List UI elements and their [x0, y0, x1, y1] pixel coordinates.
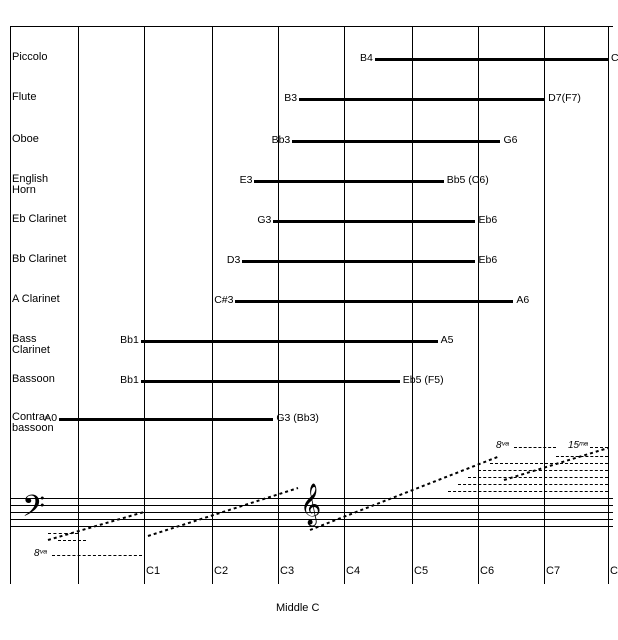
- ledger-line: [48, 533, 78, 534]
- instrument-row: Oboe Bb3 G6: [0, 130, 618, 158]
- range-bar: [235, 300, 513, 303]
- ledger-line: [448, 491, 608, 492]
- low-note-label: A0: [27, 412, 57, 424]
- high-note-label: G3 (Bb3): [276, 412, 319, 424]
- low-note-label: Bb3: [260, 134, 290, 146]
- low-note-label: G3: [241, 214, 271, 226]
- instrument-label: Bassoon: [12, 374, 55, 385]
- high-note-label: Eb6: [479, 254, 498, 266]
- instrument-label: English Horn: [12, 174, 48, 196]
- low-note-label: B4: [343, 52, 373, 64]
- tick-label: C5: [414, 565, 428, 577]
- ledger-line: [478, 470, 608, 471]
- ledger-line: [458, 484, 608, 485]
- staff-barline: [10, 498, 11, 526]
- octave-15ma-label: 15ᵐᵃ: [568, 440, 588, 451]
- instrument-label: Oboe: [12, 134, 39, 145]
- instrument-row: Bb Clarinet D3 Eb6: [0, 250, 618, 278]
- low-note-label: C#3: [203, 294, 233, 306]
- ledger-line: [490, 463, 608, 464]
- instrument-row: Contra- bassoonA0G3 (Bb3): [0, 408, 618, 436]
- instrument-label: Bass Clarinet: [12, 334, 50, 356]
- range-bar: [59, 418, 273, 421]
- range-bar: [299, 98, 545, 101]
- low-note-label: D3: [210, 254, 240, 266]
- range-bar: [273, 220, 475, 223]
- treble-clef-icon: 𝄞: [300, 482, 321, 518]
- instrument-row: Piccolo B4 C8: [0, 48, 618, 76]
- tick-label: C2: [214, 565, 228, 577]
- staff-barline: [608, 498, 609, 526]
- high-note-label: C8: [611, 52, 618, 64]
- low-note-label: E3: [222, 174, 252, 186]
- range-bar: [375, 58, 608, 61]
- bass-clef-icon: 𝄢: [22, 488, 45, 524]
- instrument-row: Bassoon Bb1 Eb5 (F5): [0, 370, 618, 398]
- instrument-row: A Clarinet C#3 A6: [0, 290, 618, 318]
- ledger-line: [58, 540, 86, 541]
- tick-label: C7: [546, 565, 560, 577]
- range-bar: [242, 260, 475, 263]
- instrument-label: A Clarinet: [12, 294, 60, 305]
- octave-bracket: [514, 447, 556, 448]
- instrument-label: Bb Clarinet: [12, 254, 66, 265]
- ledger-line: [556, 456, 608, 457]
- high-note-label: D7(F7): [548, 92, 581, 104]
- tick-label: C3: [280, 565, 294, 577]
- instrument-range-chart: Piccolo B4 C8 Flute B3 D7(F7) Oboe Bb3 G6 English…: [0, 0, 618, 640]
- tick-label: C4: [346, 565, 360, 577]
- instrument-row: English Horn E3 Bb5 (C6): [0, 170, 618, 198]
- high-note-label: A5: [441, 334, 454, 346]
- instrument-label: Eb Clarinet: [12, 214, 66, 225]
- high-note-label: G6: [503, 134, 517, 146]
- high-note-label: Eb6: [479, 214, 498, 226]
- tick-label: C6: [480, 565, 494, 577]
- low-note-label: Bb1: [109, 334, 139, 346]
- high-note-label: Eb5 (F5): [403, 374, 444, 386]
- range-bar: [292, 140, 500, 143]
- high-note-label: A6: [516, 294, 529, 306]
- instrument-row: Flute B3 D7(F7): [0, 88, 618, 116]
- range-bar: [254, 180, 443, 183]
- instrument-row: Eb Clarinet G3 Eb6: [0, 210, 618, 238]
- low-note-label: B3: [267, 92, 297, 104]
- ledger-line: [468, 477, 608, 478]
- instrument-label: Piccolo: [12, 52, 47, 63]
- octave-bracket: [590, 447, 608, 448]
- top-border: [10, 26, 613, 27]
- octave-high-label: 8ᵛᵃ: [496, 440, 509, 451]
- range-bar: [141, 380, 400, 383]
- high-note-label: Bb5 (C6): [447, 174, 489, 186]
- tick-label: C1: [146, 565, 160, 577]
- range-bar: [141, 340, 438, 343]
- octave-low-label: 8ᵛᵃ: [34, 548, 47, 559]
- instrument-label: Flute: [12, 92, 36, 103]
- low-note-label: Bb1: [109, 374, 139, 386]
- tick-label: C8: [610, 565, 618, 577]
- octave-bracket: [52, 555, 142, 556]
- middle-c-label: Middle C: [276, 602, 319, 614]
- instrument-row: Bass Clarinet Bb1 A5: [0, 330, 618, 358]
